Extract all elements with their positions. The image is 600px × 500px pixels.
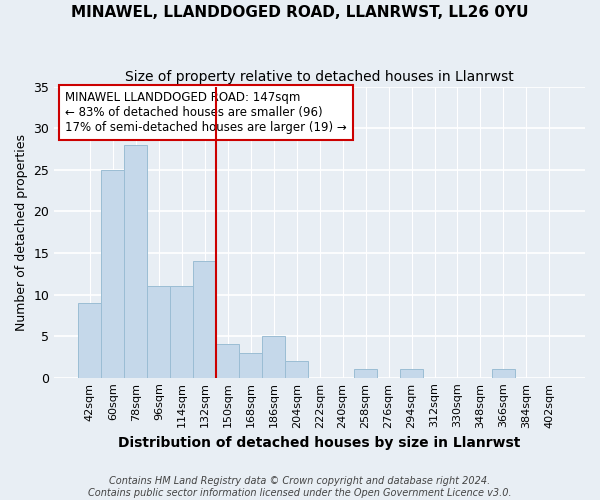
X-axis label: Distribution of detached houses by size in Llanrwst: Distribution of detached houses by size …	[118, 436, 521, 450]
Bar	[148, 286, 170, 378]
Bar	[239, 352, 262, 378]
Bar	[285, 361, 308, 378]
Text: MINAWEL LLANDDOGED ROAD: 147sqm
← 83% of detached houses are smaller (96)
17% of: MINAWEL LLANDDOGED ROAD: 147sqm ← 83% of…	[65, 91, 347, 134]
Bar	[354, 370, 377, 378]
Title: Size of property relative to detached houses in Llanrwst: Size of property relative to detached ho…	[125, 70, 514, 84]
Bar	[400, 370, 423, 378]
Y-axis label: Number of detached properties: Number of detached properties	[15, 134, 28, 330]
Bar	[492, 370, 515, 378]
Bar	[79, 303, 101, 378]
Bar	[124, 145, 148, 378]
Bar	[170, 286, 193, 378]
Bar	[262, 336, 285, 378]
Text: Contains HM Land Registry data © Crown copyright and database right 2024.
Contai: Contains HM Land Registry data © Crown c…	[88, 476, 512, 498]
Text: MINAWEL, LLANDDOGED ROAD, LLANRWST, LL26 0YU: MINAWEL, LLANDDOGED ROAD, LLANRWST, LL26…	[71, 5, 529, 20]
Bar	[193, 261, 216, 378]
Bar	[216, 344, 239, 378]
Bar	[101, 170, 124, 378]
